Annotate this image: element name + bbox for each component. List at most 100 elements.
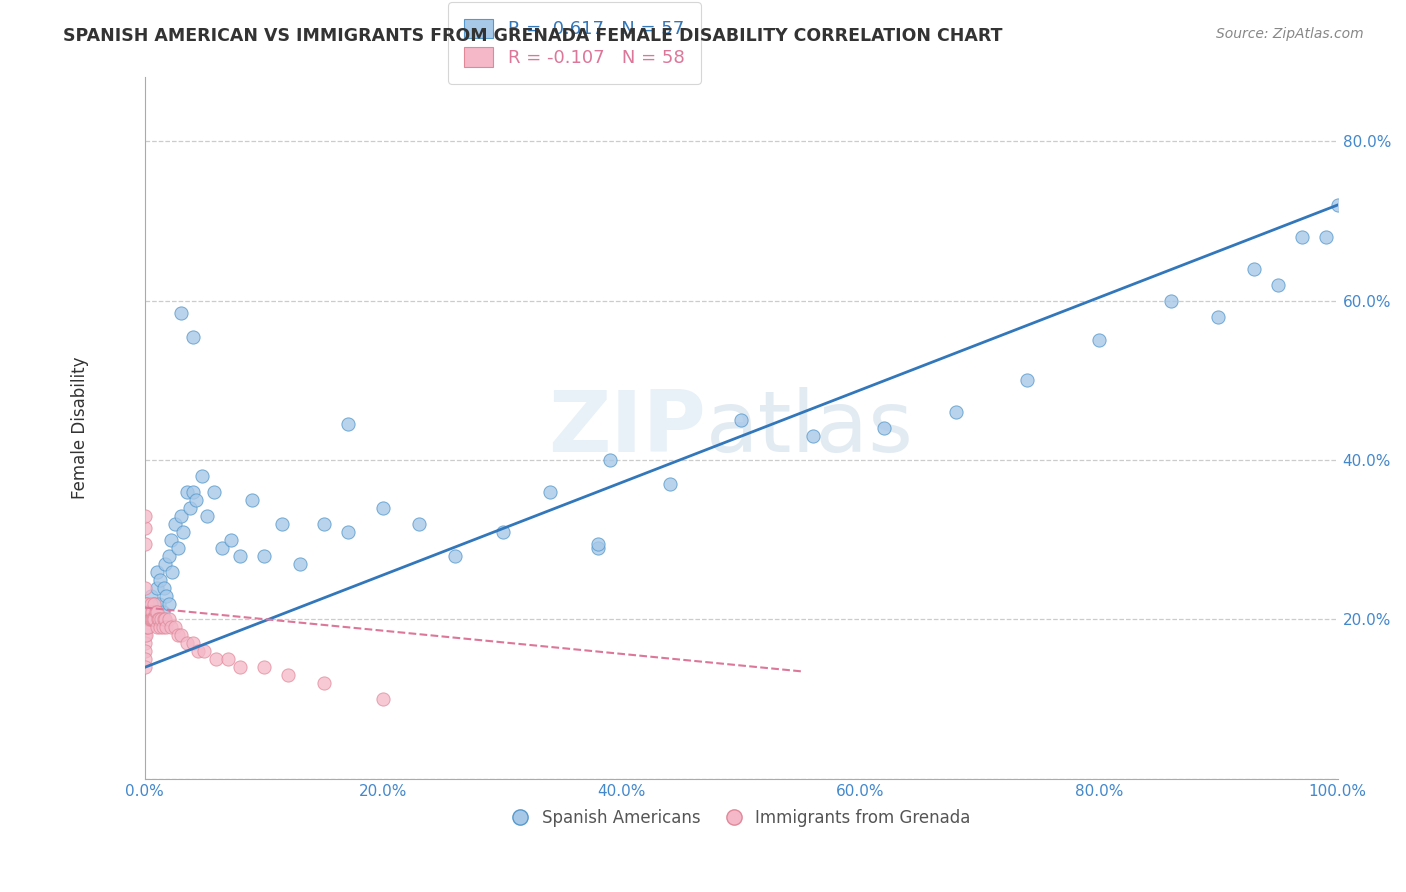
Point — [193, 644, 215, 658]
Point — [181, 329, 204, 343]
Point — [142, 612, 165, 626]
Point — [135, 628, 157, 642]
Point — [1267, 277, 1289, 292]
Point — [160, 533, 183, 547]
Point — [134, 628, 156, 642]
Text: SPANISH AMERICAN VS IMMIGRANTS FROM GRENADA FEMALE DISABILITY CORRELATION CHART: SPANISH AMERICAN VS IMMIGRANTS FROM GREN… — [63, 27, 1002, 45]
Point — [145, 605, 167, 619]
Point — [373, 692, 395, 706]
Point — [143, 597, 166, 611]
Point — [134, 597, 156, 611]
Point — [169, 305, 191, 319]
Point — [157, 549, 180, 563]
Point — [149, 573, 172, 587]
Point — [202, 485, 225, 500]
Point — [139, 612, 162, 626]
Point — [141, 612, 163, 626]
Text: atlas: atlas — [706, 386, 914, 470]
Point — [136, 620, 159, 634]
Point — [143, 612, 166, 626]
Point — [163, 620, 186, 634]
Point — [205, 652, 228, 666]
Point — [145, 565, 167, 579]
Point — [157, 597, 180, 611]
Point — [134, 605, 156, 619]
Point — [730, 413, 752, 427]
Text: ZIP: ZIP — [548, 386, 706, 470]
Point — [163, 516, 186, 531]
Point — [444, 549, 467, 563]
Point — [153, 612, 176, 626]
Point — [136, 605, 159, 619]
Point — [191, 469, 214, 483]
Point — [1017, 373, 1039, 387]
Point — [134, 620, 156, 634]
Point — [229, 660, 252, 674]
Point — [134, 537, 156, 551]
Point — [229, 549, 252, 563]
Point — [658, 477, 681, 491]
Point — [873, 421, 896, 435]
Text: Source: ZipAtlas.com: Source: ZipAtlas.com — [1216, 27, 1364, 41]
Point — [195, 508, 218, 523]
Point — [1088, 334, 1111, 348]
Point — [312, 516, 335, 531]
Point — [139, 597, 162, 611]
Point — [1291, 230, 1313, 244]
Point — [155, 589, 177, 603]
Point — [134, 612, 156, 626]
Point — [135, 612, 157, 626]
Point — [312, 676, 335, 690]
Point — [136, 612, 159, 626]
Point — [134, 660, 156, 674]
Point — [135, 597, 157, 611]
Point — [538, 485, 561, 500]
Point — [176, 485, 198, 500]
Point — [408, 516, 430, 531]
Point — [169, 628, 191, 642]
Point — [599, 453, 621, 467]
Point — [1160, 293, 1182, 308]
Point — [145, 605, 167, 619]
Point — [145, 581, 167, 595]
Point — [153, 581, 176, 595]
Point — [138, 612, 160, 626]
Point — [1315, 230, 1337, 244]
Y-axis label: Female Disability: Female Disability — [72, 357, 89, 500]
Point — [1326, 198, 1348, 212]
Point — [240, 492, 263, 507]
Point — [219, 533, 242, 547]
Point — [801, 429, 824, 443]
Point — [586, 537, 609, 551]
Point — [138, 612, 160, 626]
Point — [138, 620, 160, 634]
Point — [169, 508, 191, 523]
Point — [143, 597, 166, 611]
Point — [167, 541, 190, 555]
Point — [139, 612, 162, 626]
Point — [172, 524, 194, 539]
Point — [253, 549, 276, 563]
Point — [187, 644, 209, 658]
Point — [176, 636, 198, 650]
Point — [217, 652, 239, 666]
Legend: Spanish Americans, Immigrants from Grenada: Spanish Americans, Immigrants from Grena… — [505, 803, 977, 834]
Point — [336, 417, 359, 432]
Point — [253, 660, 276, 674]
Point — [134, 508, 156, 523]
Point — [145, 620, 167, 634]
Point — [135, 620, 157, 634]
Point — [148, 597, 170, 611]
Point — [148, 612, 170, 626]
Point — [288, 557, 311, 571]
Point — [167, 628, 190, 642]
Point — [138, 605, 160, 619]
Point — [586, 541, 609, 555]
Point — [152, 605, 174, 619]
Point — [181, 485, 204, 500]
Point — [134, 652, 156, 666]
Point — [138, 605, 160, 619]
Point — [134, 521, 156, 535]
Point — [1243, 261, 1265, 276]
Point — [153, 557, 176, 571]
